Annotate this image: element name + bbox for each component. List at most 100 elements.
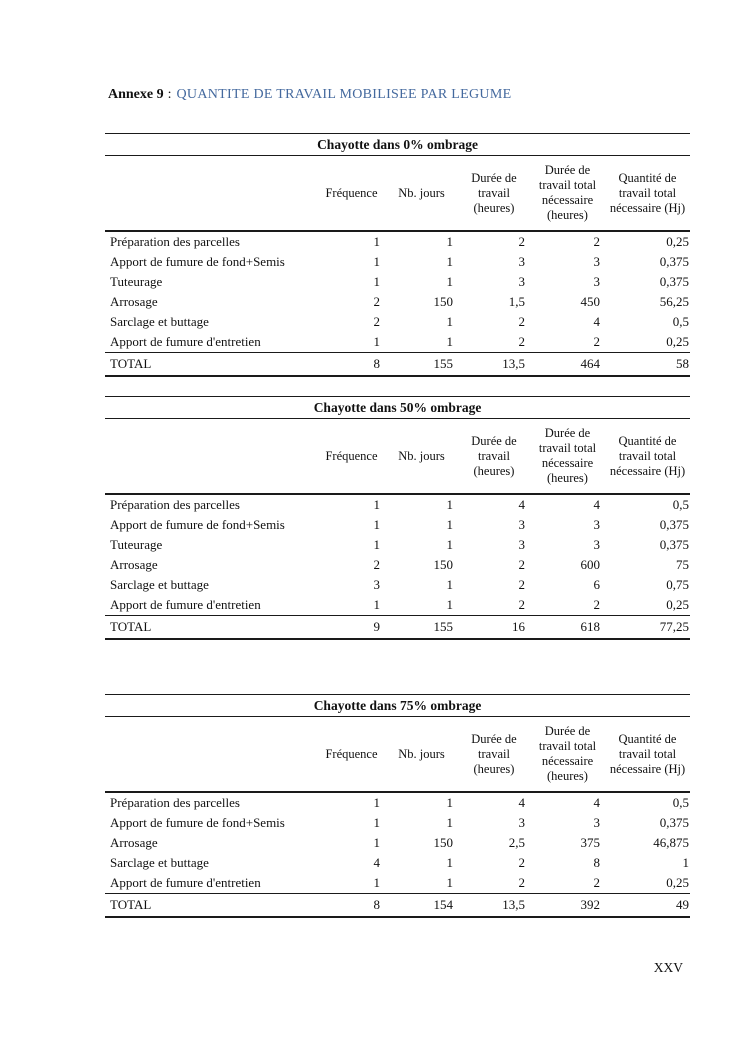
activity-label: Préparation des parcelles (110, 497, 240, 512)
table-row: Apport de fumure d'entretien 1 1 2 2 0,25 (105, 873, 690, 894)
value-cell: 6 (593, 577, 601, 592)
value-cell: 1 (373, 795, 381, 810)
total-value-cell: 8 (318, 893, 385, 918)
table-row: Apport de fumure de fond+Semis 1 1 3 3 0,375 (105, 515, 690, 535)
value-cell: 1 (373, 537, 381, 552)
table-title: Chayotte dans 50% ombrage (105, 396, 690, 419)
value-cell: 4 (373, 855, 381, 870)
value-cell: 0,375 (659, 517, 689, 532)
activity-label: Apport de fumure de fond+Semis (110, 815, 285, 830)
labor-table: Fréquence Nb. jours Durée de travail (heur… (105, 717, 690, 918)
table-title: Chayotte dans 0% ombrage (105, 133, 690, 156)
total-value-cell: 8 (318, 352, 385, 377)
table-row: Tuteurage 1 1 3 3 0,375 (105, 535, 690, 555)
activity-label: Arrosage (110, 294, 158, 309)
column-header: Quantité de travail total nécessaire (Hj… (605, 717, 690, 793)
column-header: Fréquence (318, 419, 385, 495)
value-cell: 0,375 (659, 815, 689, 830)
value-cell: 2 (518, 577, 526, 592)
value-cell: 4 (518, 795, 526, 810)
value-cell: 1 (373, 274, 381, 289)
value-cell: 1 (373, 234, 381, 249)
value-cell: 0,25 (666, 597, 689, 612)
value-cell: 1 (446, 577, 454, 592)
activity-label: Arrosage (110, 557, 158, 572)
table-section-0-percent: Chayotte dans 0% ombrage Fréquence Nb. jo… (105, 133, 690, 377)
column-header: Nb. jours (385, 419, 458, 495)
total-value-cell: 464 (530, 352, 605, 377)
table-row: Sarclage et buttage 2 1 2 4 0,5 (105, 312, 690, 332)
header-row: Fréquence Nb. jours Durée de travail (heur… (105, 419, 690, 495)
value-cell: 150 (433, 835, 454, 850)
total-value-cell: 16 (458, 615, 530, 640)
table-row: Arrosage 1 150 2,5 375 46,875 (105, 833, 690, 853)
value-cell: 2 (518, 234, 526, 249)
value-cell: 0,75 (666, 577, 689, 592)
activity-label: Sarclage et buttage (110, 314, 209, 329)
value-cell: 1 (446, 815, 454, 830)
total-value-cell: 392 (530, 893, 605, 918)
total-value-cell: 13,5 (458, 352, 530, 377)
value-cell: 3 (593, 274, 601, 289)
value-cell: 3 (518, 815, 526, 830)
page-number: XXV (653, 960, 683, 975)
activity-label: Sarclage et buttage (110, 577, 209, 592)
value-cell: 1 (446, 875, 454, 890)
value-cell: 1 (446, 314, 454, 329)
table-row: Préparation des parcelles 1 1 2 2 0,25 (105, 231, 690, 252)
activity-column-header (105, 156, 318, 232)
value-cell: 1 (446, 597, 454, 612)
table-row: Préparation des parcelles 1 1 4 4 0,5 (105, 792, 690, 813)
page-title: Annexe 9: QUANTITE DE TRAVAIL MOBILISEE P… (108, 86, 745, 104)
value-cell: 0,375 (659, 537, 689, 552)
header-row: Fréquence Nb. jours Durée de travail (heur… (105, 717, 690, 793)
value-cell: 0,375 (659, 274, 689, 289)
total-label: TOTAL (105, 352, 318, 377)
activity-label: Apport de fumure d'entretien (110, 875, 261, 890)
activity-label: Préparation des parcelles (110, 234, 240, 249)
value-cell: 4 (593, 314, 601, 329)
value-cell: 3 (593, 517, 601, 532)
value-cell: 1 (446, 234, 454, 249)
value-cell: 1 (373, 835, 381, 850)
labor-table: Fréquence Nb. jours Durée de travail (heur… (105, 156, 690, 377)
value-cell: 3 (518, 254, 526, 269)
activity-label: Apport de fumure de fond+Semis (110, 517, 285, 532)
value-cell: 2 (518, 557, 526, 572)
value-cell: 4 (593, 497, 601, 512)
table-row: Arrosage 2 150 1,5 450 56,25 (105, 292, 690, 312)
value-cell: 150 (433, 557, 454, 572)
value-cell: 75 (676, 557, 689, 572)
total-value-cell: 154 (385, 893, 458, 918)
activity-label: Apport de fumure de fond+Semis (110, 254, 285, 269)
labor-table: Fréquence Nb. jours Durée de travail (heur… (105, 419, 690, 640)
column-header: Fréquence (318, 717, 385, 793)
value-cell: 1 (373, 597, 381, 612)
total-value-cell: 155 (385, 352, 458, 377)
value-cell: 3 (373, 577, 381, 592)
value-cell: 2 (518, 597, 526, 612)
value-cell: 2 (593, 875, 601, 890)
value-cell: 4 (593, 795, 601, 810)
total-row: TOTAL 8 154 13,5 392 49 (105, 893, 690, 918)
total-row: TOTAL 9 155 16 618 77,25 (105, 615, 690, 640)
value-cell: 1,5 (508, 294, 525, 309)
total-label: TOTAL (105, 893, 318, 918)
total-value-cell: 77,25 (605, 615, 690, 640)
value-cell: 1 (446, 334, 454, 349)
value-cell: 1 (373, 815, 381, 830)
value-cell: 1 (373, 517, 381, 532)
table-row: Arrosage 2 150 2 600 75 (105, 555, 690, 575)
total-value-cell: 58 (605, 352, 690, 377)
value-cell: 1 (446, 795, 454, 810)
column-header: Nb. jours (385, 717, 458, 793)
value-cell: 1 (373, 875, 381, 890)
value-cell: 3 (518, 537, 526, 552)
value-cell: 150 (433, 294, 454, 309)
value-cell: 3 (593, 815, 601, 830)
total-value-cell: 155 (385, 615, 458, 640)
value-cell: 2 (593, 234, 601, 249)
activity-column-header (105, 419, 318, 495)
value-cell: 0,375 (659, 254, 689, 269)
table-title: Chayotte dans 75% ombrage (105, 694, 690, 717)
